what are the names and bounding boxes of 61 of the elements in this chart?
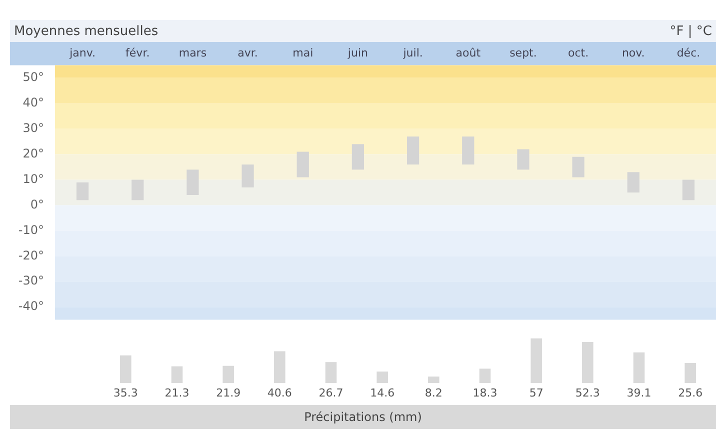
y-tick-label: 50° [22, 70, 44, 84]
x-tick-label: mai [292, 46, 314, 60]
y-tick-label: -20° [18, 248, 44, 262]
x-tick-label: août [456, 46, 482, 60]
bar [682, 180, 695, 200]
x-tick-label: sept. [510, 46, 537, 60]
bar [325, 362, 337, 383]
bar [517, 149, 530, 170]
y-tick-label: 10° [22, 172, 44, 186]
y-tick-label: 0° [30, 197, 44, 212]
data-label: 21.9 [216, 386, 241, 400]
text: °F | °C [670, 24, 712, 38]
data-label: 18.3 [472, 386, 498, 400]
y-tick-label: 20° [22, 146, 44, 160]
bar [572, 156, 584, 178]
data-label: 57 [529, 386, 544, 400]
bar [376, 372, 388, 383]
bar [242, 164, 254, 188]
data-label: 40.6 [267, 386, 292, 400]
bar [186, 170, 199, 196]
y-tick-label: -40° [18, 299, 44, 314]
x-tick-label: juil. [402, 46, 423, 60]
data-label: 14.6 [370, 386, 395, 400]
bar [633, 352, 645, 383]
data-label: 35.3 [113, 386, 138, 400]
data-label: 52.3 [575, 386, 600, 400]
y-tick-label: -10° [18, 222, 44, 237]
bar [274, 351, 286, 383]
bar [406, 136, 420, 164]
x-tick-label: avr. [238, 46, 258, 60]
bar [222, 366, 234, 383]
chart-title: Moyennes mensuelles [14, 24, 158, 38]
data-label: 21.3 [164, 386, 190, 400]
bar [120, 355, 132, 383]
bar [428, 376, 440, 383]
data-label: 39.1 [626, 386, 652, 400]
bar [627, 172, 640, 192]
y-tick-label: -30° [18, 274, 44, 288]
x-tick-label: juin [346, 46, 368, 60]
bar [171, 366, 183, 383]
x-axis-title: Précipitations (mm) [10, 405, 716, 429]
bar [296, 152, 309, 178]
y-tick-label: 30° [22, 120, 44, 135]
bar [684, 362, 696, 383]
bar [462, 136, 474, 164]
bar [479, 368, 491, 383]
y-tick-label: 40° [22, 96, 44, 110]
x-tick-label: déc. [676, 46, 700, 60]
bar [352, 144, 364, 170]
x-tick-label: nov. [622, 46, 645, 60]
bar [530, 338, 542, 383]
data-label: 25.6 [678, 386, 703, 400]
data-label: 26.7 [318, 386, 344, 400]
bar [76, 182, 89, 200]
bar [132, 180, 144, 200]
data-label: 8.2 [424, 386, 442, 400]
x-tick-label: oct. [568, 46, 589, 60]
x-tick-label: mars [178, 46, 207, 60]
x-tick-label: janv. [68, 46, 96, 60]
bar [582, 342, 594, 383]
x-tick-label: févr. [126, 46, 150, 60]
